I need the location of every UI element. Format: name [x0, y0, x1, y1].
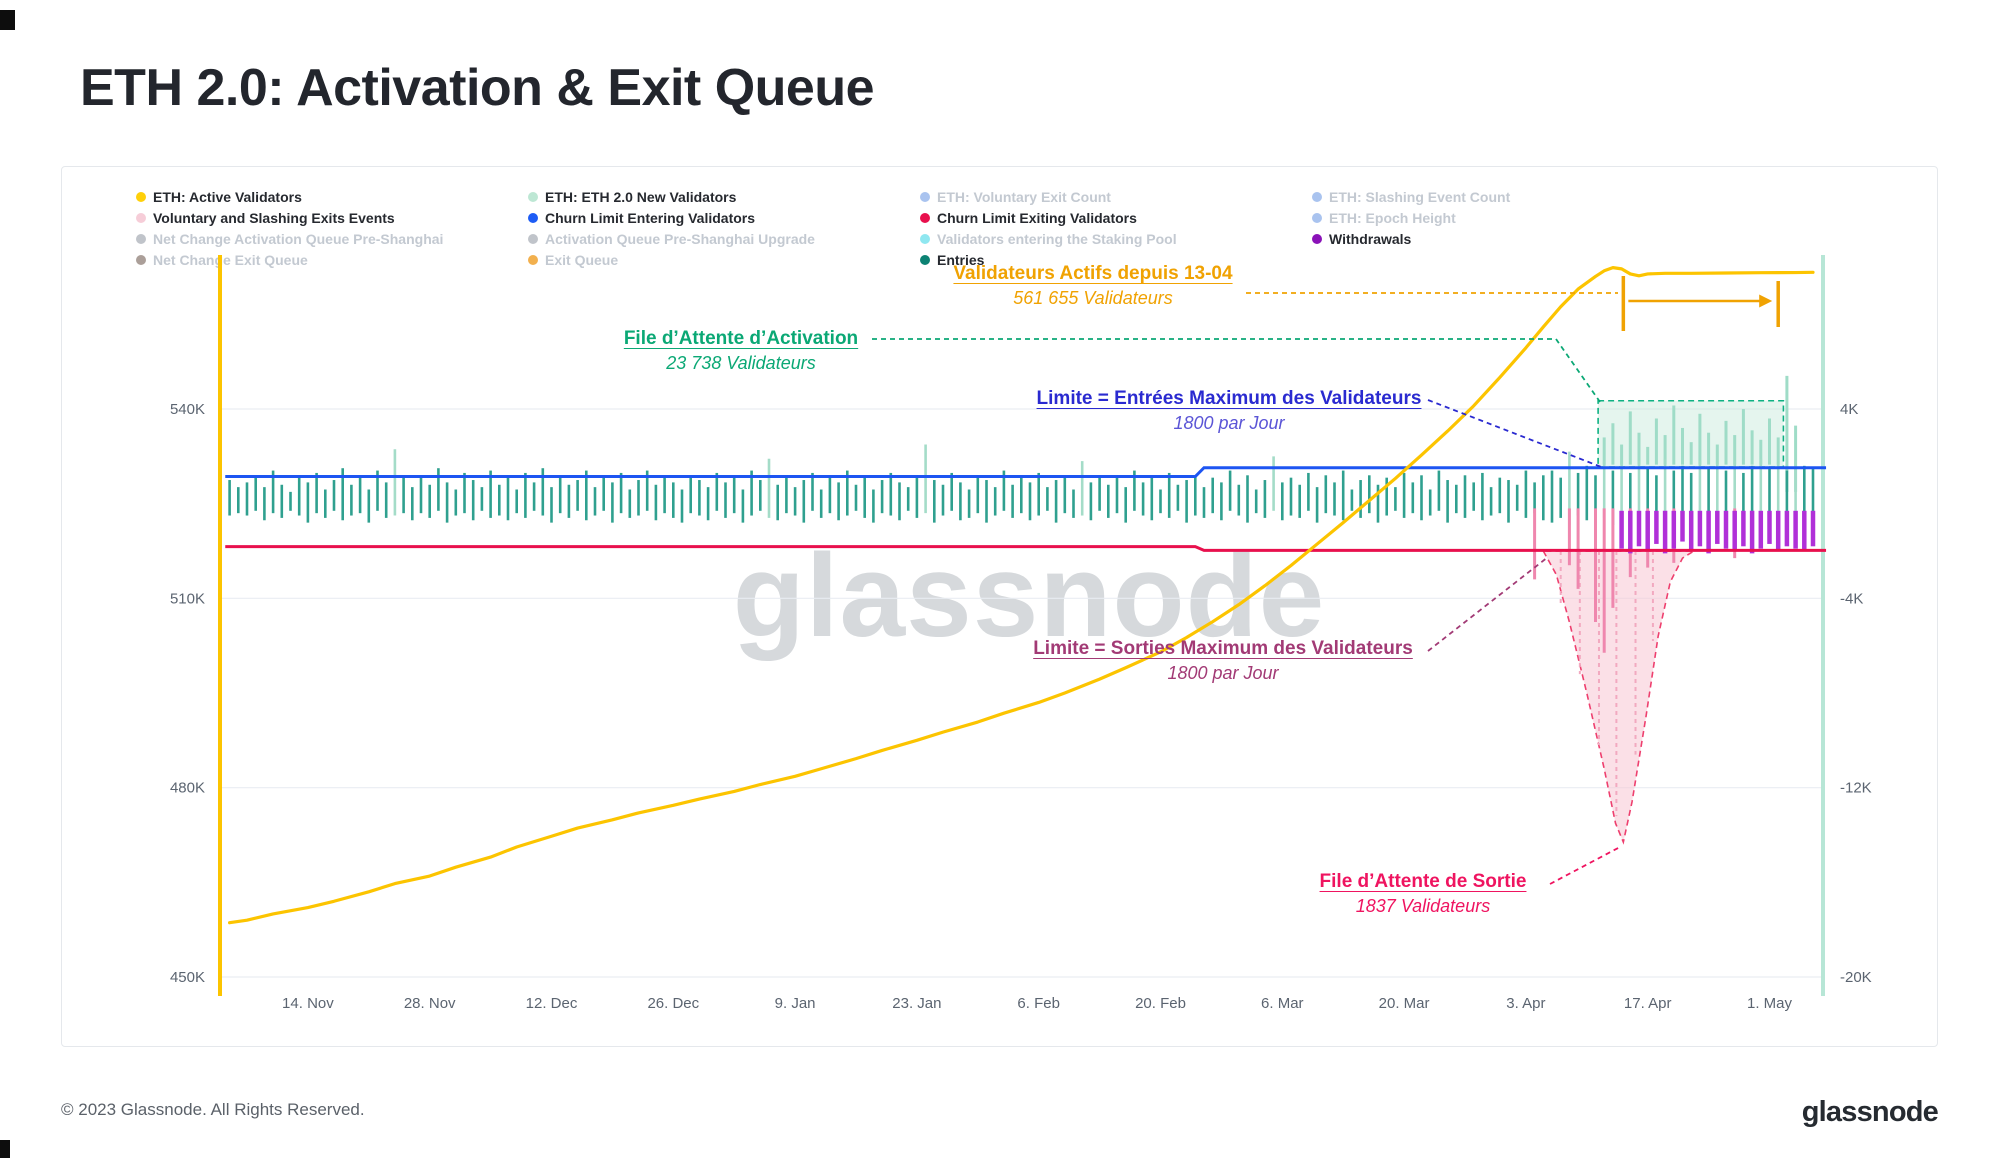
legend-dot-icon	[136, 213, 146, 223]
legend-label: Churn Limit Exiting Validators	[937, 210, 1137, 226]
legend-label: ETH: Active Validators	[153, 189, 302, 205]
legend-label: Withdrawals	[1329, 231, 1412, 247]
x-tick-label: 23. Jan	[892, 995, 941, 1012]
y-right-tick-label: -4K	[1840, 590, 1863, 607]
x-tick-label: 20. Feb	[1135, 995, 1186, 1012]
annotation-activation-queue: File d’Attente d’Activation 23 738 Valid…	[624, 328, 858, 374]
legend-dot-icon	[920, 255, 930, 265]
x-tick-label: 17. Apr	[1624, 995, 1672, 1012]
legend-label: Voluntary and Slashing Exits Events	[153, 210, 395, 226]
legend-label: Net Change Activation Queue Pre-Shanghai	[153, 231, 444, 247]
legend-dot-icon	[1312, 192, 1322, 202]
legend-label: Validators entering the Staking Pool	[937, 231, 1177, 247]
annotation-active-title: Validateurs Actifs depuis 13-04	[953, 263, 1233, 284]
annotation-exit-limit: Limite = Sorties Maximum des Validateurs…	[1033, 638, 1413, 684]
y-left-tick-label: 540K	[170, 401, 205, 418]
legend-item[interactable]: Churn Limit Exiting Validators	[920, 208, 1312, 228]
y-right-tick-label: -12K	[1840, 780, 1872, 797]
footer-copyright: © 2023 Glassnode. All Rights Reserved.	[61, 1100, 365, 1119]
annotation-activation-queue-title: File d’Attente d’Activation	[623, 328, 859, 349]
annotation-activation-queue-subtitle: 23 738 Validateurs	[666, 353, 816, 373]
legend-dot-icon	[136, 234, 146, 244]
legend-item[interactable]: ETH: ETH 2.0 New Validators	[528, 187, 920, 207]
legend-item[interactable]: Net Change Activation Queue Pre-Shanghai	[136, 229, 528, 249]
legend-label: ETH: Slashing Event Count	[1329, 189, 1511, 205]
legend-label: Exit Queue	[545, 252, 619, 268]
legend-dot-icon	[136, 255, 146, 265]
legend-item[interactable]: Validators entering the Staking Pool	[920, 229, 1312, 249]
annotation-active-validators: Validateurs Actifs depuis 13-04 561 655 …	[953, 263, 1232, 309]
x-tick-label: 26. Dec	[647, 995, 699, 1012]
legend-item[interactable]: ETH: Epoch Height	[1312, 208, 1704, 228]
legend-dot-icon	[528, 255, 538, 265]
legend-label: ETH: ETH 2.0 New Validators	[545, 189, 737, 205]
legend-item[interactable]: Activation Queue Pre-Shanghai Upgrade	[528, 229, 920, 249]
legend-label: ETH: Voluntary Exit Count	[937, 189, 1111, 205]
x-tick-label: 12. Dec	[526, 995, 578, 1012]
legend-label: ETH: Epoch Height	[1329, 210, 1456, 226]
churn-exiting-line	[225, 545, 1827, 552]
legend-item[interactable]: Net Change Exit Queue	[136, 250, 528, 270]
y-left-tick-label: 510K	[170, 590, 205, 607]
legend-dot-icon	[1312, 234, 1322, 244]
legend-item[interactable]: Voluntary and Slashing Exits Events	[136, 208, 528, 228]
annotation-exit-queue-title: File d’Attente de Sortie	[1319, 871, 1527, 892]
y-left-tick-label: 480K	[170, 780, 205, 797]
legend-item[interactable]: ETH: Voluntary Exit Count	[920, 187, 1312, 207]
screen-artifact-top-left	[0, 10, 15, 30]
annotation-exit-queue: File d’Attente de Sortie 1837 Validateur…	[1320, 871, 1527, 917]
exit-queue-area	[1541, 550, 1697, 845]
legend-label: Entries	[937, 252, 985, 268]
x-tick-label: 28. Nov	[404, 995, 456, 1012]
glassnode-logo: glassnode	[1801, 1096, 1939, 1128]
annotation-entry-limit-title: Limite = Entrées Maximum des Validateurs	[1036, 388, 1422, 409]
legend-label: Activation Queue Pre-Shanghai Upgrade	[545, 231, 815, 247]
annotation-exit-limit-title: Limite = Sorties Maximum des Validateurs	[1033, 638, 1413, 659]
connector-entry-limit	[1427, 399, 1605, 469]
connector-exit-limit	[1427, 556, 1549, 652]
x-tick-label: 6. Feb	[1017, 995, 1060, 1012]
legend-item[interactable]: Churn Limit Entering Validators	[528, 208, 920, 228]
y-right-tick-label: -20K	[1840, 969, 1872, 986]
x-tick-label: 20. Mar	[1379, 995, 1430, 1012]
annotation-exit-limit-subtitle: 1800 par Jour	[1167, 663, 1279, 683]
legend-dot-icon	[136, 192, 146, 202]
period-arrow-head-icon	[1759, 294, 1773, 308]
annotation-active-subtitle: 561 655 Validateurs	[1013, 288, 1173, 308]
annotation-exit-queue-subtitle: 1837 Validateurs	[1355, 896, 1491, 916]
legend-dot-icon	[920, 234, 930, 244]
legend-item[interactable]: ETH: Slashing Event Count	[1312, 187, 1704, 207]
annotation-entry-limit-subtitle: 1800 par Jour	[1173, 413, 1285, 433]
churn-entering-line	[225, 466, 1827, 479]
y-right-tick-label: 4K	[1840, 401, 1858, 418]
page-title: ETH 2.0: Activation & Exit Queue	[80, 59, 875, 117]
connector-activation-queue	[872, 338, 1601, 403]
connector-exit-queue	[1549, 846, 1621, 885]
legend-dot-icon	[920, 192, 930, 202]
legend: ETH: Active Validators ETH: ETH 2.0 New V…	[136, 187, 1704, 270]
legend-item[interactable]: Exit Queue	[528, 250, 920, 270]
legend-dot-icon	[1312, 213, 1322, 223]
legend-label: Net Change Exit Queue	[153, 252, 308, 268]
legend-item[interactable]: Withdrawals	[1312, 229, 1704, 249]
x-tick-label: 14. Nov	[282, 995, 334, 1012]
x-tick-label: 9. Jan	[775, 995, 816, 1012]
x-tick-label: 1. May	[1747, 995, 1793, 1012]
annotation-entry-limit: Limite = Entrées Maximum des Validateurs…	[1037, 388, 1422, 434]
x-tick-label: 3. Apr	[1506, 995, 1545, 1012]
active-validators-line	[228, 266, 1815, 925]
screen-artifact-bottom-left	[0, 1140, 10, 1158]
y-left-tick-label: 450K	[170, 969, 205, 986]
x-tick-label: 6. Mar	[1261, 995, 1304, 1012]
legend-dot-icon	[528, 234, 538, 244]
legend-label: Churn Limit Entering Validators	[545, 210, 756, 226]
legend-dot-icon	[920, 213, 930, 223]
legend-item[interactable]: Entries	[920, 250, 1312, 270]
legend-dot-icon	[528, 213, 538, 223]
legend-item[interactable]: ETH: Active Validators	[136, 187, 528, 207]
legend-dot-icon	[528, 192, 538, 202]
